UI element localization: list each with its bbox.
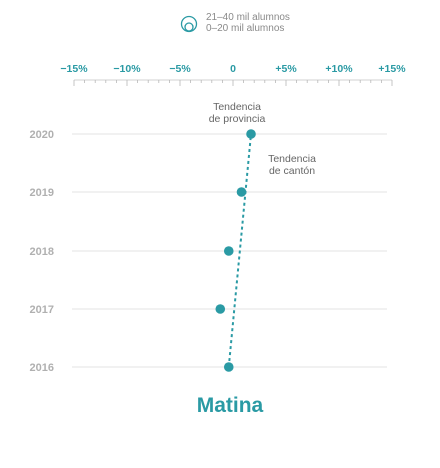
legend-item-small: 0–20 mil alumnos [206, 22, 285, 34]
legend-item-large: 21–40 mil alumnos [206, 12, 290, 23]
province-trend-label: Tendencia de provincia [209, 101, 266, 125]
x-tick-label: −15% [60, 63, 88, 75]
legend-size-icon [180, 15, 198, 33]
canton-trend-label: Tendencia de cantón [268, 153, 316, 177]
chart-title: Matina [196, 394, 264, 417]
year-label: 2018 [30, 246, 54, 258]
year-label: 2019 [30, 187, 54, 199]
x-tick-label: +15% [378, 63, 406, 75]
x-tick-label: +10% [325, 63, 353, 75]
x-tick-label: +5% [275, 63, 297, 75]
x-tick-label: −10% [113, 63, 141, 75]
data-point-2016 [223, 362, 234, 372]
data-point-2018 [223, 246, 234, 256]
data-point-2019 [236, 187, 247, 197]
x-tick-label: 0 [230, 63, 236, 75]
legend: 21–40 mil alumnos 0–20 mil alumnos [180, 12, 380, 39]
year-label: 2016 [30, 362, 54, 374]
year-label: 2020 [30, 129, 54, 141]
data-point-2020 [246, 129, 256, 139]
canton-trend-line-1: de cantón [269, 165, 315, 177]
province-trend-line-0: Tendencia [213, 101, 261, 113]
data-point-2017 [215, 304, 226, 314]
canton-trend-line-0: Tendencia [268, 153, 316, 165]
x-tick-label: −5% [169, 63, 191, 75]
province-trend-line-1: de provincia [209, 113, 266, 125]
year-label: 2017 [30, 304, 54, 316]
